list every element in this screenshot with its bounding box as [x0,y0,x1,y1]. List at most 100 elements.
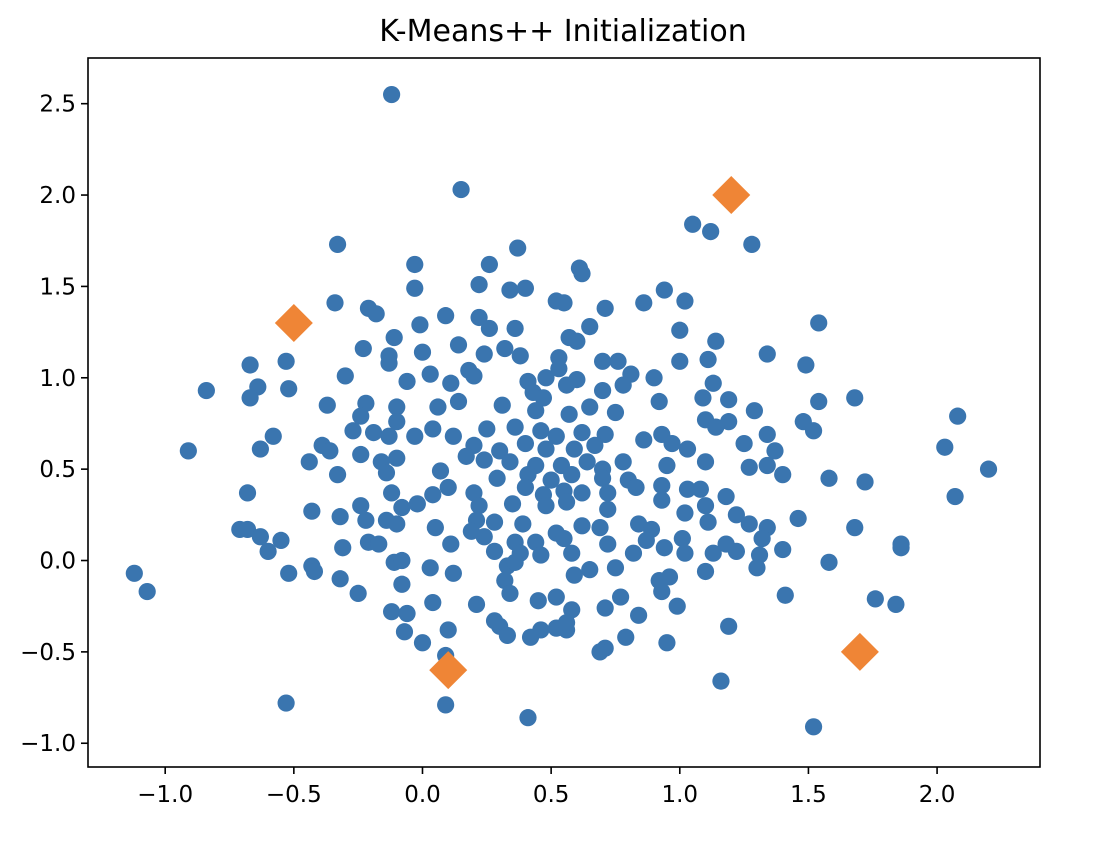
data-point [581,318,599,336]
data-point [534,389,553,407]
data-point [393,498,411,517]
centroid-marker [429,651,468,690]
data-point [437,696,455,714]
data-point [421,365,439,383]
data-point [593,352,612,370]
data-point [758,425,776,444]
data-point [573,265,591,283]
data-point [385,328,403,347]
data-point [699,350,717,369]
data-point [344,422,362,440]
data-point [251,528,269,546]
data-point [707,332,725,350]
data-point [676,292,694,310]
data-point [673,529,691,548]
data-point [774,466,792,484]
data-point [846,389,864,407]
data-point [936,438,954,456]
data-point [565,440,583,458]
data-point [735,434,753,453]
data-point [439,478,457,497]
data-point [501,584,519,603]
data-point [388,449,406,467]
data-point [506,319,524,338]
data-point [694,389,712,407]
data-point [365,424,383,442]
data-point [503,495,522,513]
data-point [509,239,527,257]
data-point [488,469,506,487]
data-point [377,464,396,482]
data-point [581,398,599,416]
data-point [411,316,429,334]
data-point [470,497,488,515]
data-point [485,542,504,560]
data-point [555,294,573,312]
y-axis: −1.0 −0.5 0.0 0.5 1.0 1.5 2.0 2.5 [20,92,88,757]
data-point [671,352,689,370]
data-point [727,542,745,560]
data-point [949,407,967,425]
data-point [563,544,581,562]
data-point [887,595,905,613]
data-point [511,347,529,365]
data-point [413,343,432,361]
data-point [596,599,614,617]
data-point [491,442,509,460]
data-point [676,544,694,562]
data-point [846,519,864,537]
data-point [578,453,596,471]
data-point [326,294,344,312]
data-point [470,275,488,294]
data-point [437,307,455,325]
data-point [475,451,493,469]
data-point [702,222,720,241]
data-point [398,604,416,623]
data-point [516,478,535,497]
data-point [470,308,488,327]
data-point [627,478,645,497]
x-tick-label: 2.0 [919,782,956,808]
x-tick-label: 1.5 [790,782,827,808]
data-point [388,515,406,533]
data-point [696,453,715,471]
data-point [856,473,874,491]
data-point [352,497,370,515]
data-point [776,586,794,604]
data-point [527,402,545,420]
centroid-marker [840,632,879,671]
data-point [671,321,689,339]
x-tick-label: 0.5 [533,782,570,808]
data-point [475,345,493,363]
x-axis: −1.0 −0.5 0.0 0.5 1.0 1.5 2.0 [137,767,955,808]
data-point [676,504,694,522]
data-point [645,369,663,387]
data-point [758,456,776,475]
data-point [696,562,715,581]
data-point [352,407,370,425]
data-point [637,531,655,550]
data-point [393,575,411,593]
data-point [635,431,653,449]
data-point [485,612,504,630]
data-point [537,369,555,387]
data-point [563,466,581,484]
data-point [547,588,565,606]
data-point [238,484,257,502]
data-point [599,484,617,502]
data-point [668,597,686,615]
data-point [606,559,625,577]
data-point [537,440,555,458]
data-point [892,539,910,557]
data-point [660,568,679,586]
data-point [547,427,565,445]
data-point [743,235,761,253]
data-point [501,453,519,471]
data-point [424,486,442,504]
data-point [617,628,635,646]
data-point [655,281,673,299]
data-point [655,539,673,557]
data-point [380,427,398,445]
data-point [653,476,671,495]
data-point [388,413,406,431]
